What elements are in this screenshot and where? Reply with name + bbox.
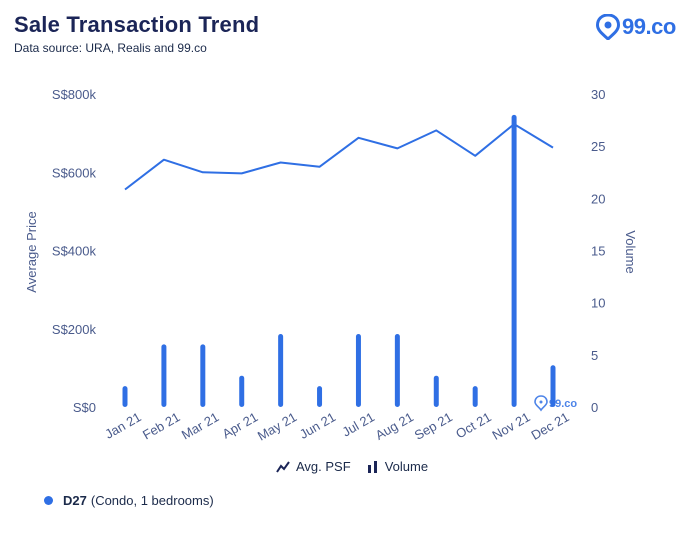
x-tick-label: Jul 21 [340, 409, 378, 439]
x-tick-label: Sep 21 [412, 409, 455, 443]
y2-tick-label: 5 [591, 348, 598, 363]
logo-text: 99.co [622, 14, 676, 39]
volume-bars [122, 114, 556, 407]
volume-bar[interactable] [394, 333, 400, 407]
y2-tick-label: 25 [591, 139, 605, 154]
y2-tick-label: 0 [591, 400, 598, 415]
district-code: D27 [63, 493, 87, 508]
chart-legend: Avg. PSF Volume [276, 459, 444, 474]
y-tick-label: S$600k [52, 165, 97, 180]
series-dot [44, 496, 53, 505]
chart-subtitle: Data source: URA, Realis and 99.co [14, 41, 207, 55]
volume-bar[interactable] [278, 333, 284, 407]
volume-bar[interactable] [317, 386, 323, 407]
legend-label-volume: Volume [384, 459, 429, 474]
x-tick-label: Aug 21 [373, 409, 416, 443]
watermark-logo: 99.co [534, 395, 577, 412]
y2-tick-label: 30 [591, 87, 605, 102]
volume-bar[interactable] [550, 365, 556, 407]
legend-label-avg-psf: Avg. PSF [296, 459, 351, 474]
location-pin-icon [596, 14, 620, 40]
volume-bar[interactable] [239, 375, 245, 407]
y-tick-label: S$0 [73, 400, 96, 415]
volume-bar[interactable] [200, 344, 206, 407]
x-tick-label: Jun 21 [297, 409, 338, 442]
x-tick-label: Mar 21 [179, 409, 222, 442]
x-tick-label: Nov 21 [490, 409, 533, 443]
volume-bar[interactable] [511, 114, 517, 407]
y2-tick-label: 20 [591, 191, 605, 206]
volume-bar[interactable] [472, 386, 478, 407]
x-tick-label: May 21 [255, 409, 299, 443]
y-tick-label: S$400k [52, 244, 97, 259]
x-tick-label: Apr 21 [220, 409, 261, 441]
chart-title: Sale Transaction Trend [14, 12, 260, 37]
legend-item-avg-psf[interactable]: Avg. PSF [276, 459, 351, 474]
avg-psf-line[interactable] [124, 123, 554, 191]
legend-item-volume[interactable]: Volume [367, 459, 428, 474]
y-axis-label: Average Price [24, 211, 39, 292]
chart-area: S$0 S$200k S$400k S$600k S$800k 0 5 10 15 20 25 30… [24, 87, 638, 444]
volume-bar[interactable] [161, 344, 167, 407]
x-tick-label: Dec 21 [528, 409, 571, 443]
x-tick-label: Oct 21 [453, 409, 494, 441]
series-footer: D27 (Condo, 1 bedrooms) [44, 493, 214, 508]
line-chart-icon [276, 460, 290, 473]
x-tick-label: Jan 21 [102, 409, 143, 442]
brand-logo: 99.co [596, 14, 676, 40]
right-axis-ticks: 0 5 10 15 20 25 30 [591, 87, 605, 415]
left-axis-ticks: S$0 S$200k S$400k S$600k S$800k [52, 87, 97, 415]
volume-bar[interactable] [433, 375, 439, 407]
y2-axis-label: Volume [623, 230, 638, 273]
property-desc: (Condo, 1 bedrooms) [90, 493, 214, 508]
y2-tick-label: 15 [591, 244, 605, 259]
y-tick-label: S$800k [52, 87, 97, 102]
volume-bar[interactable] [122, 386, 128, 407]
x-tick-label: Feb 21 [140, 409, 183, 442]
y-tick-label: S$200k [52, 322, 97, 337]
bar-chart-icon [367, 460, 377, 473]
volume-bar[interactable] [355, 333, 361, 407]
y2-tick-label: 10 [591, 296, 605, 311]
avg-psf-line-group [124, 123, 554, 191]
watermark-logo-text: 99.co [549, 398, 577, 410]
